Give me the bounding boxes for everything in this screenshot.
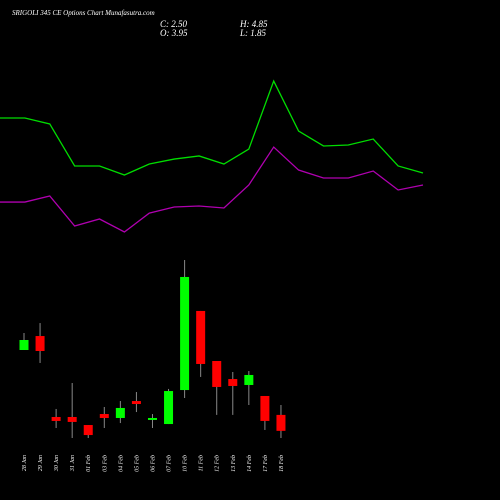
- candle-body: [131, 401, 141, 405]
- x-tick-label: 11 Feb: [199, 455, 205, 471]
- candle-body: [67, 416, 77, 422]
- candle-body: [99, 414, 109, 418]
- chart-title: SRIGOLI 345 CE Options Chart Munafasutra…: [12, 9, 155, 17]
- indicator-line: [0, 79, 424, 176]
- candle-body: [164, 391, 174, 425]
- candle-body: [228, 379, 238, 386]
- candle-body: [51, 416, 61, 421]
- high-label: H: 4.85: [239, 19, 268, 29]
- candle-body: [212, 361, 222, 387]
- candle-body: [244, 374, 254, 385]
- candle-body: [19, 339, 29, 351]
- x-tick-label: 17 Feb: [263, 455, 269, 472]
- x-tick-label: 06 Feb: [150, 455, 156, 472]
- x-tick-label: 13 Feb: [231, 455, 237, 472]
- candle-body: [276, 414, 286, 431]
- x-tick-label: 31 Jan: [70, 455, 76, 472]
- x-tick-label: 28 Jan: [22, 455, 28, 471]
- indicator-line: [0, 146, 424, 233]
- x-tick-label: 03 Feb: [102, 455, 108, 472]
- candle-body: [196, 310, 206, 364]
- x-tick-label: 01 Feb: [86, 455, 92, 472]
- x-tick-label: 14 Feb: [246, 455, 253, 472]
- candle-body: [147, 417, 157, 420]
- x-tick-label: 07 Feb: [167, 455, 173, 472]
- x-tick-label: 18 Feb: [279, 455, 285, 472]
- candle-body: [180, 276, 190, 391]
- candle-body: [115, 407, 125, 418]
- x-tick-label: 30 Jan: [54, 455, 60, 472]
- candle-body: [260, 395, 270, 421]
- x-tick-label: 29 Jan: [38, 455, 44, 471]
- candle-body: [83, 425, 93, 436]
- close-label: C: 2.50: [160, 19, 188, 29]
- low-label: L: 1.85: [239, 28, 267, 38]
- x-tick-label: 12 Feb: [215, 455, 221, 472]
- x-tick-label: 10 Feb: [183, 455, 189, 472]
- open-label: O: 3.95: [160, 28, 188, 38]
- x-tick-label: 04 Feb: [117, 455, 124, 472]
- candle-body: [35, 336, 45, 351]
- x-tick-label: 05 Feb: [134, 455, 140, 472]
